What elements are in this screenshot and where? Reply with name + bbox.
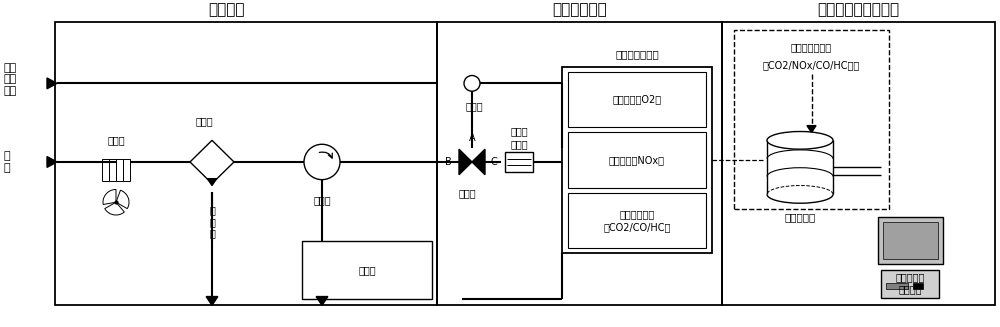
Text: B: B: [445, 157, 452, 167]
Text: 数据采集和处理系统: 数据采集和处理系统: [817, 3, 900, 18]
Polygon shape: [47, 78, 57, 89]
Bar: [109, 159, 116, 181]
Text: 样气泵: 样气泵: [313, 195, 331, 205]
Polygon shape: [472, 149, 485, 175]
Bar: [123, 159, 130, 181]
Polygon shape: [47, 157, 57, 167]
Text: 数据存储器: 数据存储器: [784, 212, 816, 222]
Bar: [562, 67, 712, 253]
Text: 废气管: 废气管: [358, 265, 376, 275]
Text: 单向阀: 单向阀: [465, 101, 483, 111]
Polygon shape: [807, 126, 816, 132]
Text: 冷凝管: 冷凝管: [107, 135, 125, 145]
Polygon shape: [105, 202, 124, 215]
Bar: [881, 270, 939, 298]
Bar: [568, 72, 706, 127]
Bar: [116, 159, 123, 181]
Text: 数据处理及
输出系统: 数据处理及 输出系统: [895, 272, 925, 294]
Text: （CO2/NOx/CO/HC等）: （CO2/NOx/CO/HC等）: [763, 60, 860, 70]
Text: 废
水
管: 废 水 管: [209, 205, 215, 238]
Polygon shape: [116, 190, 129, 209]
Bar: [878, 217, 942, 264]
Text: 尾气分析系统: 尾气分析系统: [552, 3, 607, 18]
Text: 除水器: 除水器: [195, 117, 213, 127]
Text: 常规尾气分析仪: 常规尾气分析仪: [615, 49, 659, 59]
Polygon shape: [103, 189, 116, 204]
Bar: [722, 23, 995, 305]
Polygon shape: [316, 297, 328, 305]
Text: 三通阀: 三通阀: [458, 188, 476, 198]
Bar: [55, 23, 437, 305]
Circle shape: [304, 144, 340, 180]
Text: 污染物瞬时浓度: 污染物瞬时浓度: [791, 42, 832, 52]
Bar: [102, 159, 109, 181]
Text: 不分光红外法
（CO2/CO/HC）: 不分光红外法 （CO2/CO/HC）: [603, 209, 671, 232]
Bar: [568, 132, 706, 188]
Text: 电化学法（O2）: 电化学法（O2）: [612, 95, 662, 104]
Circle shape: [464, 76, 480, 91]
Bar: [883, 222, 938, 259]
Polygon shape: [207, 179, 217, 185]
Text: 气路系统: 气路系统: [209, 3, 245, 18]
Bar: [913, 283, 923, 289]
Text: A: A: [469, 133, 475, 143]
Polygon shape: [190, 140, 234, 183]
Polygon shape: [206, 297, 218, 305]
Bar: [886, 283, 908, 289]
Text: 颗粒物
过滤器: 颗粒物 过滤器: [510, 127, 528, 149]
Bar: [568, 193, 706, 249]
Text: 样
气: 样 气: [3, 151, 10, 173]
Bar: [505, 152, 533, 172]
Bar: [302, 241, 432, 300]
Text: C: C: [491, 157, 498, 167]
Text: 电化学法（NOx）: 电化学法（NOx）: [609, 155, 665, 165]
Bar: [437, 23, 722, 305]
Bar: [734, 30, 889, 209]
Text: 零气
或量
距气: 零气 或量 距气: [3, 63, 16, 96]
Ellipse shape: [767, 131, 833, 149]
Polygon shape: [459, 149, 472, 175]
